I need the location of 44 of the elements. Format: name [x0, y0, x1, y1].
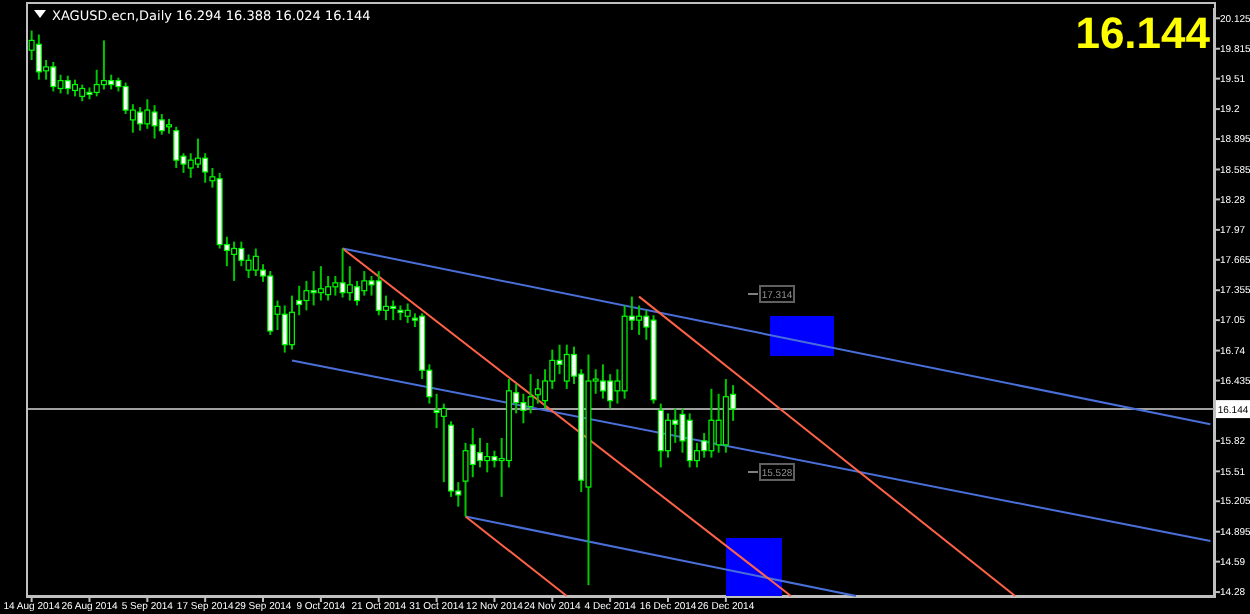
candlestick [194, 137, 201, 170]
candlestick [310, 270, 317, 307]
candlestick [440, 402, 447, 484]
candlestick [252, 247, 259, 277]
candlestick [375, 270, 382, 317]
candlestick [563, 343, 570, 390]
candlestick [484, 441, 491, 474]
candlestick [231, 240, 238, 282]
annotation: 16.144 [1075, 8, 1212, 58]
candlestick [50, 60, 57, 93]
candlestick [137, 106, 144, 132]
candlestick [144, 98, 151, 130]
candlestick [476, 436, 483, 469]
candlestick [339, 247, 346, 299]
candlestick [332, 274, 339, 297]
candlestick [361, 270, 368, 297]
candlestick [636, 304, 643, 336]
candlestick [317, 265, 324, 302]
candlestick [527, 373, 534, 415]
candlestick [556, 343, 563, 376]
candlestick [64, 74, 71, 96]
candlestick [288, 294, 295, 351]
candlestick [100, 39, 107, 91]
candlestick [325, 274, 332, 302]
candlestick [404, 302, 411, 325]
candlestick [520, 392, 527, 425]
candlestick [245, 253, 252, 279]
candlestick [599, 363, 606, 400]
candlestick [657, 402, 664, 469]
candlestick [433, 392, 440, 430]
candlestick [158, 113, 165, 136]
candlestick [303, 279, 310, 312]
candlestick [173, 125, 180, 170]
candlestick [715, 392, 722, 454]
candlestick [346, 265, 353, 302]
candlestick [708, 387, 715, 459]
candlestick [665, 412, 672, 459]
candlestick [35, 33, 42, 81]
candlestick [672, 407, 679, 444]
candlestick [390, 299, 397, 322]
candlestick [281, 304, 288, 354]
candlestick [151, 104, 158, 140]
candlestick [534, 378, 541, 405]
candlestick [686, 412, 693, 469]
